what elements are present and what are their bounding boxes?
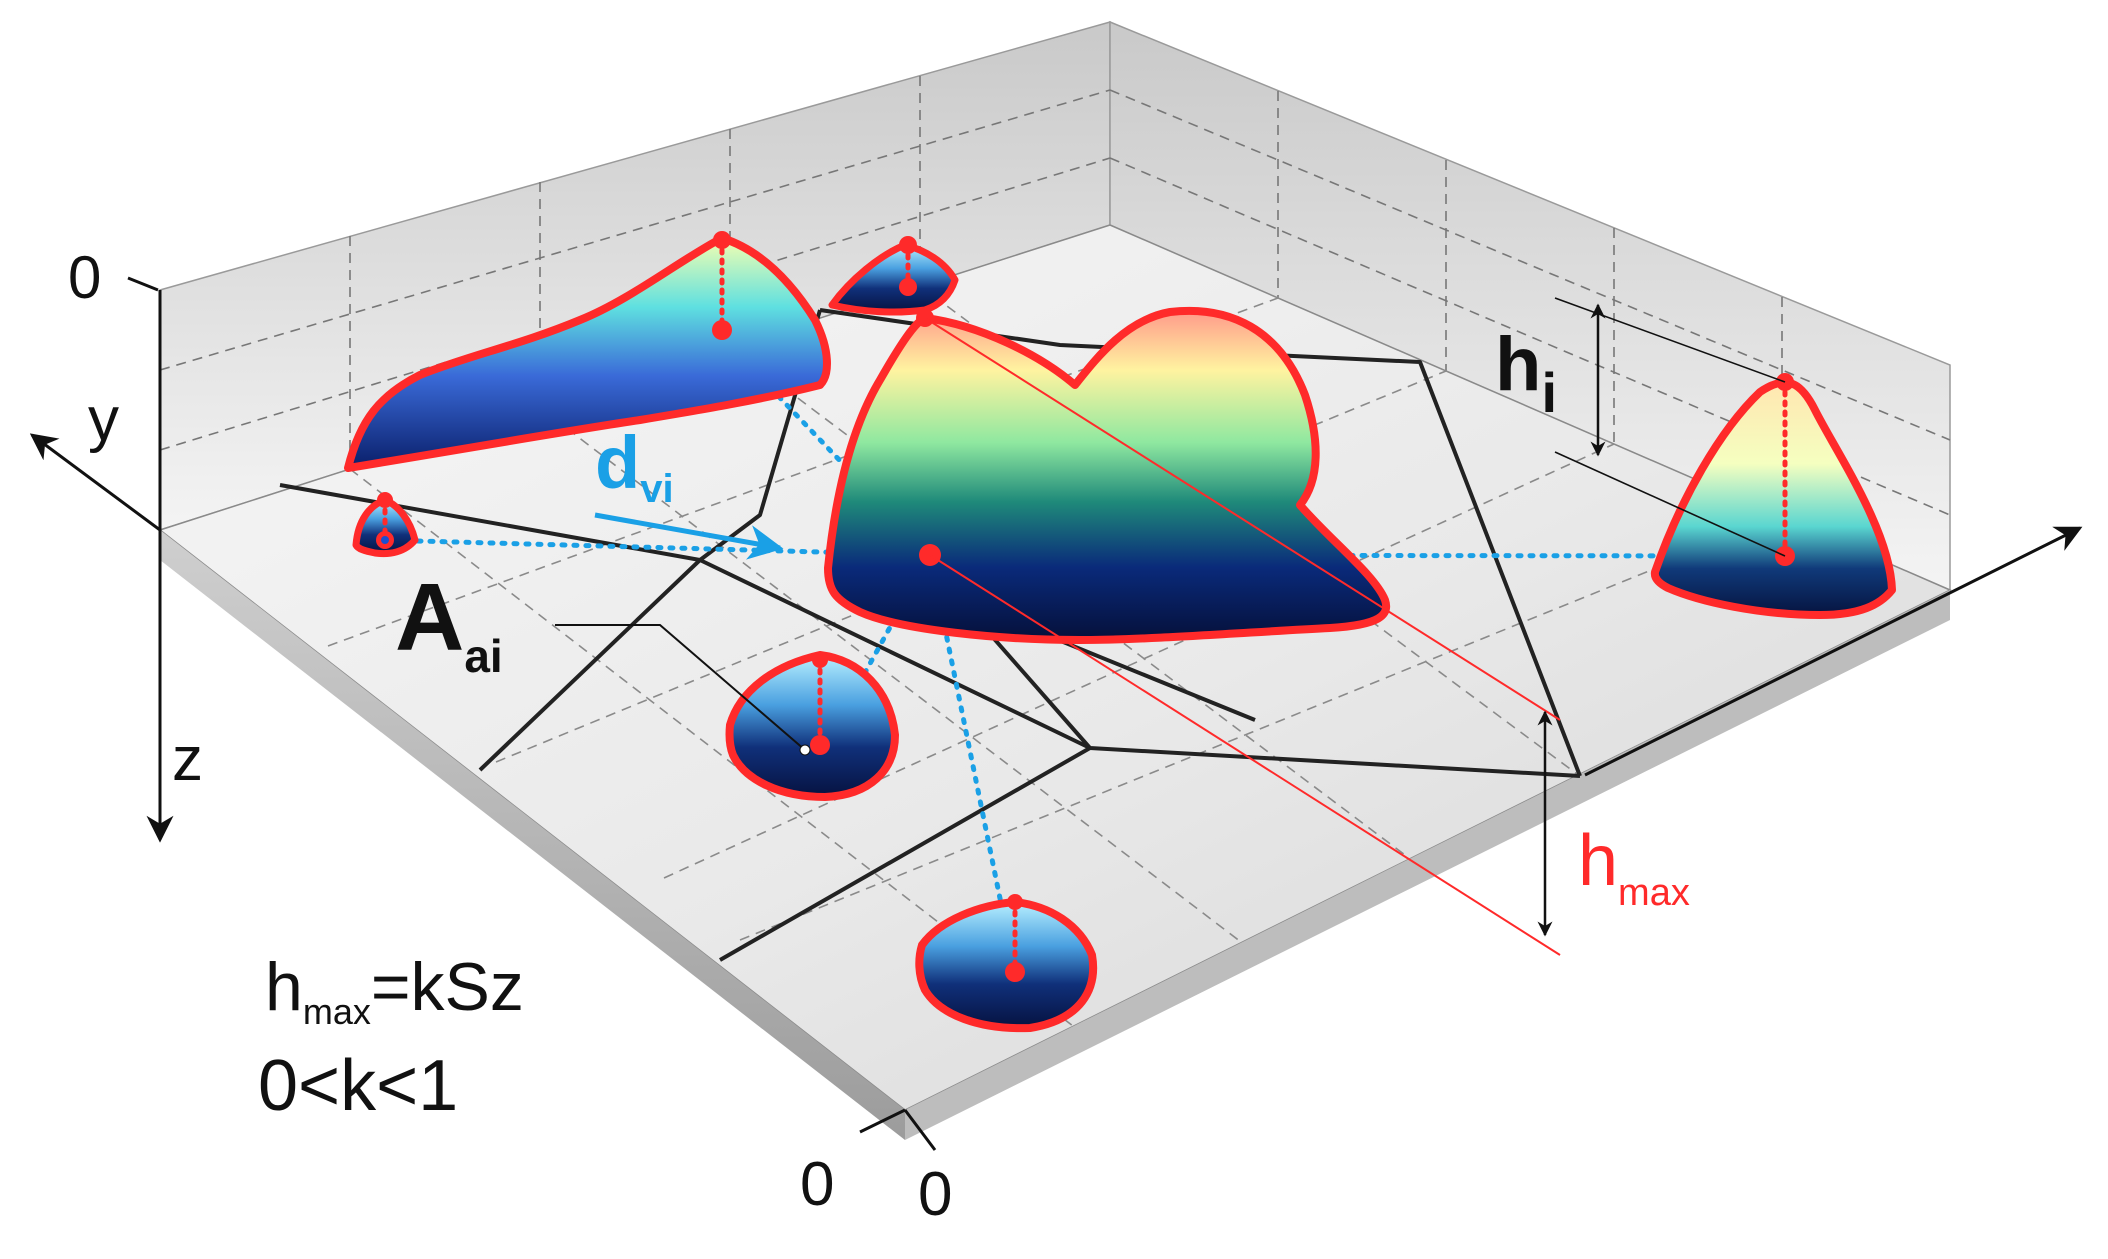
hmax-sub: max — [1618, 872, 1690, 914]
formula-line2: 0<k<1 — [258, 1046, 458, 1126]
dvi-main: d — [595, 421, 640, 504]
x-axis — [1584, 526, 2083, 777]
hmax-label: hmax — [1578, 821, 1690, 914]
aai-leader — [555, 624, 806, 751]
formula-sub: max — [303, 991, 371, 1032]
base-dot — [712, 320, 732, 340]
hmax-guide-lines — [924, 317, 1561, 956]
asperity-tiny-left — [352, 496, 419, 558]
asperity-bottom — [915, 898, 1097, 1033]
axes — [29, 276, 2083, 1151]
base-dot — [1005, 962, 1025, 982]
asperity-left — [344, 234, 831, 472]
axis-origin-front-b: 0 — [918, 1160, 952, 1229]
aai-label: Aai — [395, 564, 503, 682]
formula-h: h — [265, 949, 303, 1025]
peak-dot — [377, 492, 393, 508]
front-tick-a — [859, 1108, 906, 1134]
base-dot — [899, 278, 917, 296]
axis-origin-front-a: 0 — [800, 1150, 834, 1219]
base-dot — [810, 735, 830, 755]
floor-edge-right — [905, 590, 1950, 1140]
front-tick-b — [903, 1109, 937, 1151]
asperity-right — [1650, 378, 1896, 619]
floor-edge-left — [160, 530, 905, 1140]
hi-main: h — [1495, 322, 1541, 407]
peak-dot — [713, 231, 731, 249]
hi-label: hi — [1495, 322, 1557, 424]
axis-z-label: z — [172, 725, 203, 794]
hmax-main: h — [1578, 821, 1618, 901]
asperity-mid-left — [725, 651, 899, 801]
peak-dot — [1007, 894, 1023, 910]
dvi-sub: vi — [640, 467, 673, 511]
axis-origin-top: 0 — [68, 244, 101, 311]
origin-tick — [127, 276, 159, 292]
formula-line1: hmax=kSz — [265, 949, 524, 1032]
hi-dimension — [1554, 297, 1786, 557]
aai-sub: ai — [464, 630, 502, 682]
y-axis — [29, 433, 161, 532]
axis-y-label: y — [88, 385, 119, 454]
peak-dot — [899, 236, 917, 254]
dvi-arrow — [594, 512, 784, 560]
asperity-top-small — [828, 241, 959, 316]
hi-sub: i — [1541, 361, 1557, 424]
formula-rest: =kSz — [371, 949, 524, 1025]
aai-leader-dot — [799, 744, 811, 756]
peak-dot — [812, 652, 828, 668]
aai-main: A — [395, 564, 464, 671]
base-dot-inner — [381, 536, 389, 544]
dvi-label: dvi — [595, 421, 674, 511]
